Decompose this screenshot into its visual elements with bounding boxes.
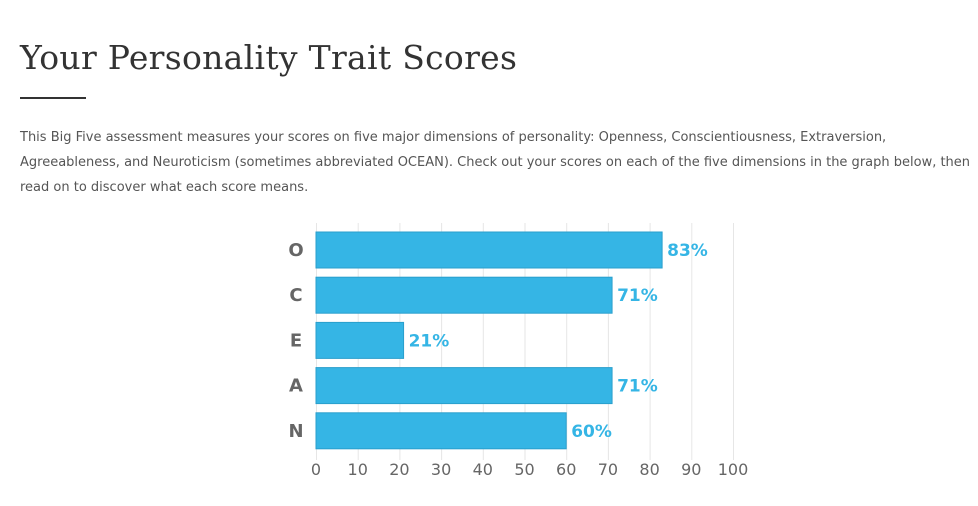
value-label-c: 71% [617, 286, 658, 306]
category-label-o: O [288, 240, 303, 261]
value-label-a: 71% [617, 377, 658, 397]
bar-a [315, 367, 613, 405]
title-underline [20, 97, 86, 99]
x-tick-label-20: 20 [389, 460, 409, 479]
x-tick-label-70: 70 [598, 460, 618, 479]
x-tick-label-30: 30 [431, 460, 451, 479]
bar-n [315, 412, 567, 450]
x-tick-label-90: 90 [681, 460, 701, 479]
value-label-e: 21% [409, 331, 450, 351]
x-tick-label-60: 60 [556, 460, 576, 479]
category-label-e: E [290, 330, 302, 351]
x-tick-label-0: 0 [311, 460, 321, 479]
x-tick-label-100: 100 [718, 460, 749, 479]
intro-paragraph: This Big Five assessment measures your s… [20, 130, 971, 195]
x-tick-label-40: 40 [473, 460, 493, 479]
value-label-o: 83% [667, 241, 708, 261]
bar-c [315, 276, 613, 314]
category-label-c: C [289, 285, 302, 306]
x-tick-label-80: 80 [639, 460, 659, 479]
x-tick-label-10: 10 [348, 460, 368, 479]
page-title: Your Personality Trait Scores [20, 38, 518, 77]
x-tick-label-50: 50 [514, 460, 534, 479]
category-label-n: N [288, 421, 303, 442]
bar-o [315, 231, 663, 269]
bar-e [315, 321, 405, 359]
category-label-a: A [289, 376, 303, 397]
value-label-n: 60% [571, 422, 612, 442]
